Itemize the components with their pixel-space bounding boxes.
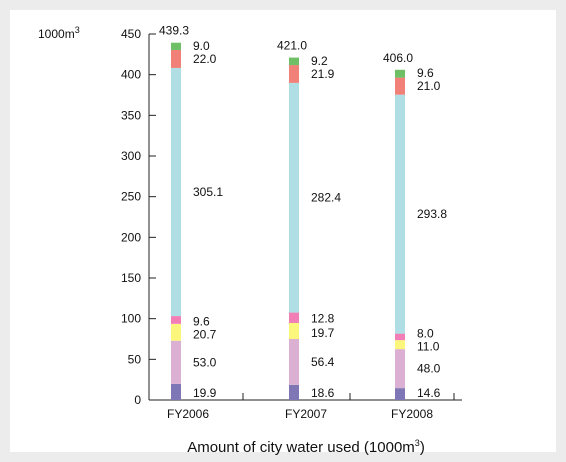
bar-value-label: 21.0 — [417, 79, 441, 93]
bar-value-label: 11.0 — [417, 340, 440, 354]
bar-segment — [395, 349, 405, 389]
bar-segment — [171, 323, 181, 341]
bar-segment — [395, 388, 405, 400]
y-tick-label: 450 — [121, 27, 141, 41]
bar-value-label: 22.0 — [193, 52, 217, 66]
x-axis-title-superscript: 3 — [415, 438, 420, 448]
y-tick-label: 150 — [121, 271, 141, 285]
bar-value-label: 8.0 — [417, 327, 434, 341]
bar-value-label: 9.6 — [417, 66, 434, 80]
bar-segment — [289, 339, 299, 385]
bar-value-label: 56.4 — [311, 355, 335, 369]
bar-segment — [395, 77, 405, 95]
bar-segment — [289, 312, 299, 323]
bar-value-label: 48.0 — [417, 362, 441, 376]
bar-value-label: 20.7 — [193, 327, 217, 341]
y-tick-label: 400 — [121, 68, 141, 82]
bar-value-label: 19.9 — [193, 386, 217, 400]
y-tick-label: 200 — [121, 230, 141, 244]
bar-value-label: 9.2 — [311, 54, 328, 68]
bar-total-label: 439.3 — [159, 24, 189, 38]
bar-segment — [289, 57, 299, 66]
x-axis-title-end: ) — [420, 439, 425, 456]
bar-segment — [171, 67, 181, 317]
x-axis-title: Amount of city water used (1000m3) — [187, 438, 425, 456]
bar-value-label: 18.6 — [311, 386, 335, 400]
y-unit-text: 1000m — [38, 27, 75, 41]
bar-segment — [171, 42, 181, 51]
y-tick-label: 0 — [134, 393, 141, 407]
bar-value-label: 282.4 — [311, 191, 341, 205]
y-tick-label: 100 — [121, 312, 141, 326]
bar-total-label: 421.0 — [277, 39, 307, 53]
bar-segment — [171, 383, 181, 400]
bar-segment — [289, 384, 299, 400]
y-unit-superscript: 3 — [75, 25, 80, 35]
bar-total-label: 406.0 — [383, 51, 413, 65]
bar-segment — [395, 333, 405, 341]
bar-segment — [395, 94, 405, 334]
y-tick-label: 350 — [121, 108, 141, 122]
y-tick-label: 250 — [121, 190, 141, 204]
bar-value-label: 305.1 — [193, 185, 223, 199]
bar-segment — [171, 50, 181, 68]
bar-value-label: 19.7 — [311, 326, 335, 340]
bar-value-label: 293.8 — [417, 207, 447, 221]
bar-value-label: 9.0 — [193, 39, 210, 53]
y-tick-label: 50 — [128, 352, 142, 366]
y-unit-label: 1000m3 — [38, 25, 80, 41]
bar-segment — [395, 69, 405, 78]
y-tick-label: 300 — [121, 149, 141, 163]
x-category-label: FY2007 — [285, 407, 327, 421]
bar-segment — [289, 65, 299, 83]
bar-value-label: 53.0 — [193, 355, 217, 369]
bar-segment — [171, 316, 181, 324]
bar-segment — [171, 340, 181, 384]
bar-value-label: 12.8 — [311, 312, 335, 326]
bar-segment — [395, 340, 405, 350]
x-category-label: FY2008 — [391, 407, 433, 421]
bar-value-label: 9.6 — [193, 314, 210, 328]
bar-segment — [289, 322, 299, 339]
bar-segment — [289, 82, 299, 313]
x-category-label: FY2006 — [167, 407, 209, 421]
chart-frame — [10, 10, 556, 452]
bar-value-label: 21.9 — [311, 67, 335, 81]
bar-value-label: 14.6 — [417, 386, 441, 400]
x-axis-title-main: Amount of city water used (1000m — [187, 439, 415, 456]
